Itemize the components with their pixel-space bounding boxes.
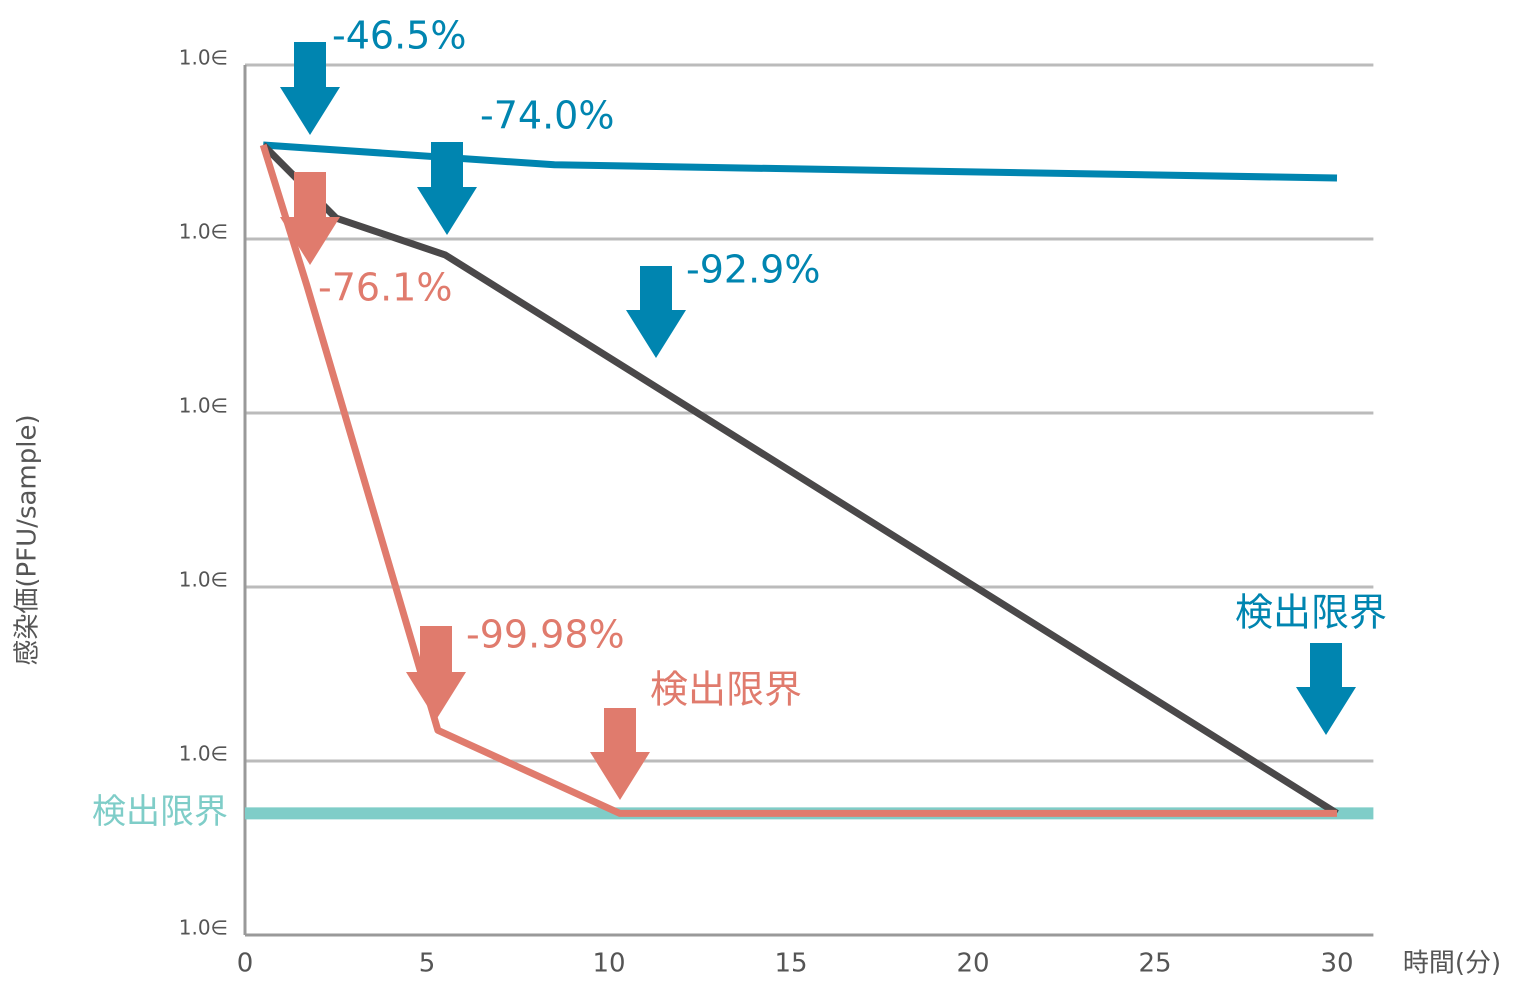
- annotation: -46.5%: [332, 14, 466, 58]
- series-line: [259, 143, 1337, 817]
- annotation: 検出限界: [650, 668, 802, 712]
- arrow: [590, 708, 650, 800]
- arrow: [626, 266, 686, 358]
- y-tick-label: 1.0∈: [179, 916, 228, 940]
- y-tick-label: 1.0∈: [179, 394, 228, 418]
- x-tick-label: 15: [774, 949, 807, 979]
- x-tick-label: 30: [1320, 949, 1353, 979]
- arrow: [1296, 643, 1356, 735]
- arrow: [406, 626, 466, 720]
- y-tick-label: 1.0∈: [179, 46, 228, 70]
- y-tick-label: 1.0∈: [179, 568, 228, 592]
- x-tick-label: 10: [592, 949, 625, 979]
- annotation: -76.1%: [318, 266, 452, 310]
- series-line: [262, 141, 1338, 182]
- x-tick-label: 5: [419, 949, 436, 979]
- annotation: 検出限界: [1235, 591, 1387, 635]
- y-tick-label: 1.0∈: [179, 742, 228, 766]
- series-line: [260, 142, 1339, 817]
- x-axis-label: 時間(分): [1403, 949, 1501, 979]
- y-tick-label: 1.0∈: [179, 220, 228, 244]
- x-tick-label: 25: [1138, 949, 1171, 979]
- arrow: [280, 42, 340, 135]
- threshold-label: 検出限界: [92, 792, 228, 832]
- x-tick-label: 0: [237, 949, 254, 979]
- arrow: [417, 142, 477, 235]
- arrow: [280, 172, 340, 265]
- annotation: -92.9%: [686, 248, 820, 292]
- y-axis-label: 感染価(PFU/sample): [13, 414, 43, 665]
- annotation: -74.0%: [480, 94, 614, 138]
- annotation: -99.98%: [466, 613, 625, 657]
- x-tick-label: 20: [956, 949, 989, 979]
